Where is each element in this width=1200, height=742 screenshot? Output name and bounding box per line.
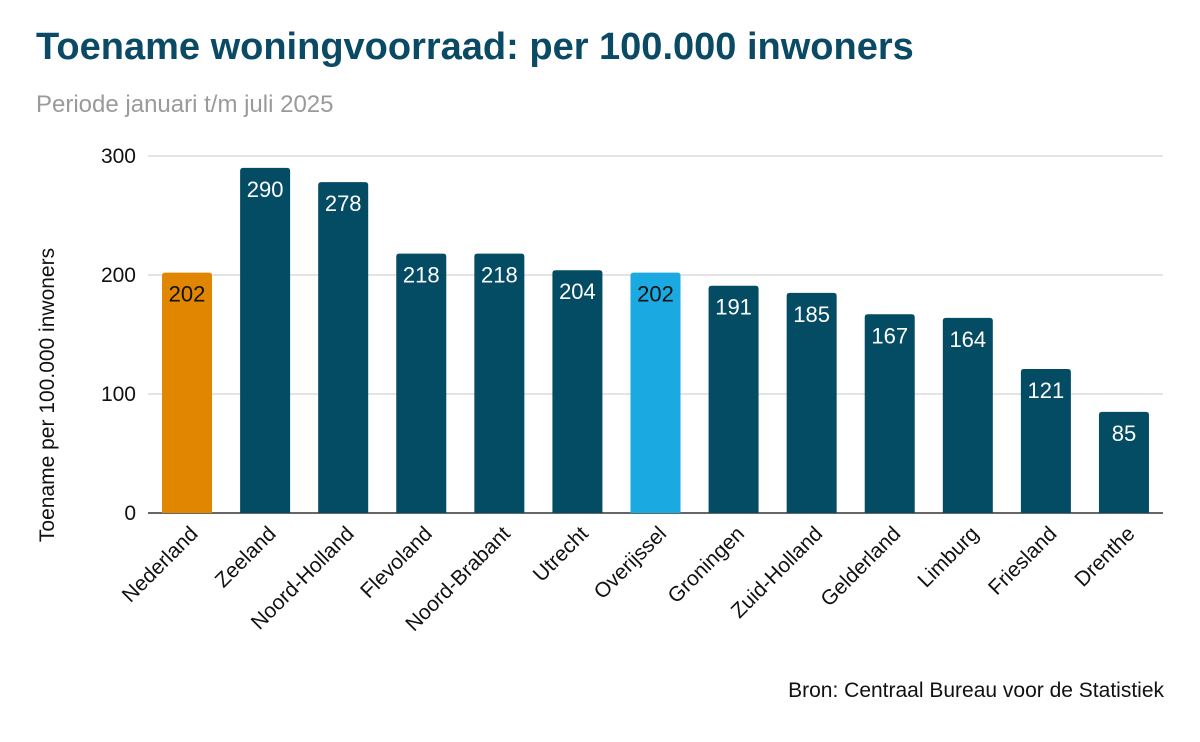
x-category-label: Limburg xyxy=(913,522,983,592)
bar-value-label: 278 xyxy=(325,191,362,216)
x-category-label: Overijssel xyxy=(590,522,671,603)
bar-drenthe xyxy=(1098,411,1149,513)
source-note: Bron: Centraal Bureau voor de Statistiek xyxy=(788,679,1164,702)
bar-value-label: 191 xyxy=(715,295,752,320)
bar-value-label: 218 xyxy=(403,263,440,288)
bar-groningen xyxy=(708,285,759,513)
bar-value-label: 85 xyxy=(1112,421,1136,446)
bar-overijssel xyxy=(630,272,681,513)
y-tick-label: 300 xyxy=(101,145,136,168)
bar-value-label: 202 xyxy=(637,282,674,307)
x-category-label: Drenthe xyxy=(1070,522,1139,591)
x-category-label: Nederland xyxy=(118,522,203,607)
y-tick-label: 200 xyxy=(101,264,136,287)
y-axis-label: Toename per 100.000 inwoners xyxy=(36,248,59,542)
bar-value-label: 164 xyxy=(949,327,986,352)
bar-zuid-holland xyxy=(786,292,837,513)
x-category-label: Groningen xyxy=(663,522,749,608)
chart-subtitle: Periode januari t/m juli 2025 xyxy=(36,91,334,118)
bar-value-label: 185 xyxy=(793,302,830,327)
y-tick-label: 100 xyxy=(101,383,136,406)
x-category-label: Zeeland xyxy=(211,522,281,592)
bar-noord-brabant xyxy=(474,253,525,513)
y-axis-ticks: 0 100 200 300 xyxy=(101,145,136,525)
bar-flevoland xyxy=(396,253,447,513)
bar-value-label: 290 xyxy=(247,177,284,202)
bar-gelderland xyxy=(864,314,915,513)
bar-value-label: 202 xyxy=(169,282,206,307)
x-axis-categories: Nederland ZeelandNoord-HollandFlevolandNo… xyxy=(118,522,1140,636)
bar-value-label: 121 xyxy=(1028,378,1065,403)
x-category-label: Utrecht xyxy=(529,522,593,586)
chart-title: Toename woningvoorraad: per 100.000 inwo… xyxy=(36,26,914,68)
y-tick-label: 0 xyxy=(124,502,136,525)
bar-value-label: 218 xyxy=(481,263,518,288)
bar-nederland xyxy=(162,272,213,513)
bar-friesland xyxy=(1020,369,1071,513)
bar-noord-holland xyxy=(318,182,369,513)
bars: 202 290 278 218 218 204 202 191 185 167 164 121 85 xyxy=(162,167,1149,513)
bar-utrecht xyxy=(552,270,603,513)
x-category-label: Friesland xyxy=(984,522,1061,599)
x-category-label: Gelderland xyxy=(816,522,905,611)
bar-value-label: 167 xyxy=(871,323,908,348)
bar-zeeland xyxy=(240,167,291,513)
bar-limburg xyxy=(942,317,993,513)
bar-value-label: 204 xyxy=(559,279,596,304)
x-category-label: Flevoland xyxy=(356,522,437,603)
